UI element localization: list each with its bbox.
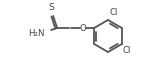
Text: S: S (48, 3, 54, 12)
Text: Cl: Cl (109, 8, 117, 17)
Text: Cl: Cl (123, 46, 131, 55)
Text: O: O (80, 24, 87, 32)
Text: H₂N: H₂N (28, 28, 44, 38)
